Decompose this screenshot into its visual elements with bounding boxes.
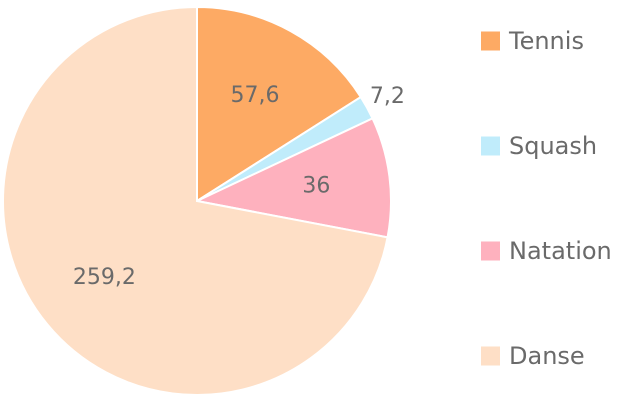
pie-slice-tennis	[196, 5, 363, 203]
pie-slice-natation	[193, 117, 392, 239]
legend-label-danse: Danse	[509, 342, 585, 370]
legend-label-tennis: Tennis	[508, 27, 584, 55]
pie-slice-danse	[2, 5, 389, 396]
legend-label-squash: Squash	[509, 132, 597, 160]
slice-value-label-tennis: 57,6	[230, 83, 279, 108]
legend-item-danse: Danse	[481, 342, 585, 370]
pie-slices	[2, 5, 392, 396]
legend-item-squash: Squash	[481, 132, 597, 160]
slice-value-label-natation: 36	[302, 173, 330, 198]
legend-swatch-squash	[481, 136, 500, 156]
legend-swatch-tennis	[481, 31, 500, 51]
legend-swatch-danse	[481, 346, 500, 366]
slice-value-label-squash: 7,2	[370, 84, 405, 109]
legend: Tennis Squash Natation Danse	[481, 27, 612, 370]
legend-item-natation: Natation	[481, 237, 612, 265]
pie-value-labels: 57,6 7,2 36 259,2	[73, 83, 405, 290]
slice-value-label-danse: 259,2	[73, 265, 136, 290]
legend-swatch-natation	[481, 241, 500, 261]
legend-item-tennis: Tennis	[481, 27, 584, 55]
legend-label-natation: Natation	[509, 237, 612, 265]
